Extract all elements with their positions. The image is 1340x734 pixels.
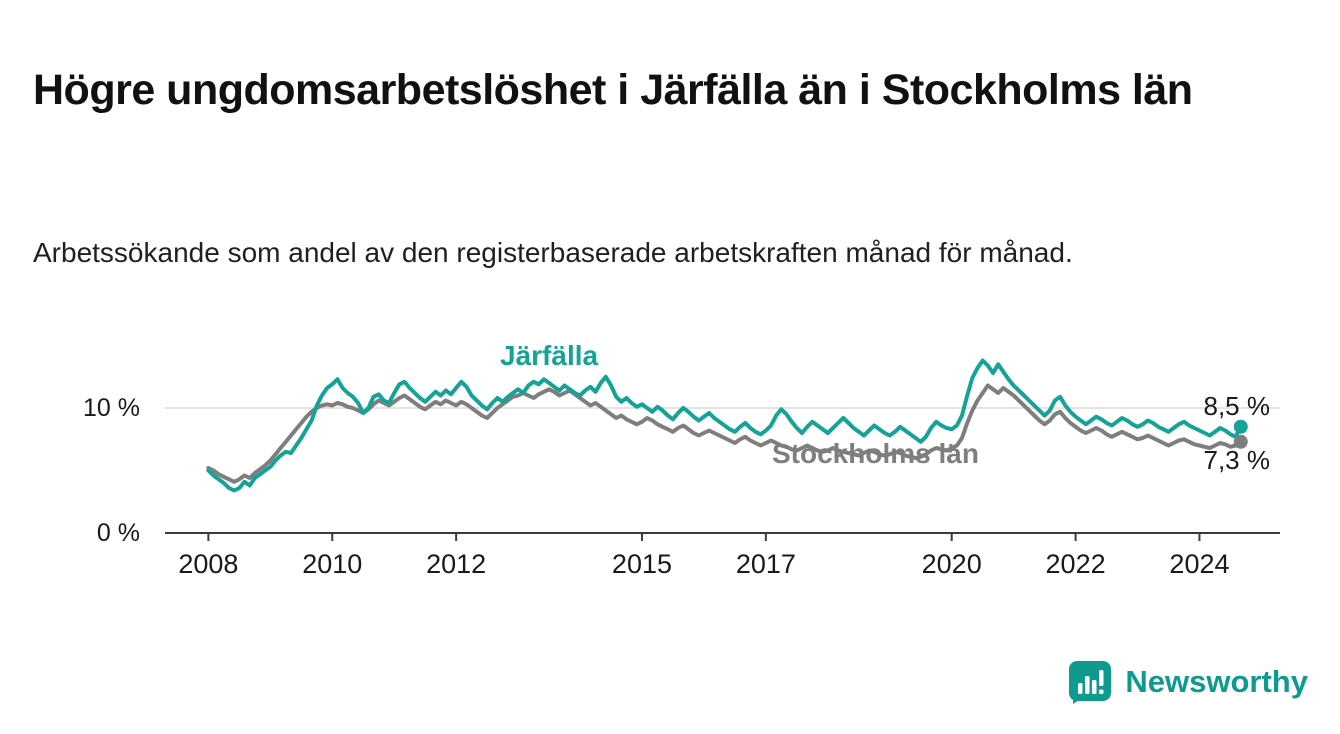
x-axis-tick-label: 2020	[922, 549, 982, 579]
series-line-j-rf-lla	[206, 358, 1243, 493]
series-label-stockholms-lan: Stockholms län	[772, 438, 979, 469]
chart-subtitle: Arbetssökande som andel av den registerb…	[33, 237, 1073, 268]
end-point-dot-stockholms-l-n	[1233, 434, 1248, 449]
bar-chart-badge-icon	[1069, 661, 1112, 704]
x-axis-tick-label: 2008	[178, 549, 238, 579]
x-axis-tick-label: 2022	[1046, 549, 1106, 579]
line-chart: 2008 2010 2012 2015 2017 2020 2022 2024	[165, 358, 1280, 579]
page-title: Högre ungdomsarbetslöshet i Järfälla än …	[33, 65, 1193, 114]
end-value-label-jarfalla: 8,5 %	[1203, 391, 1271, 421]
end-value-label-stockholms-lan: 7,3 %	[1203, 445, 1271, 475]
y-axis-tick-label-10: 10 %	[83, 394, 140, 422]
newsworthy-logo[interactable]: Newsworthy	[1067, 658, 1308, 706]
series-label-jarfalla: Järfälla	[500, 340, 599, 371]
end-point-dot-j-rf-lla	[1233, 419, 1248, 434]
newsworthy-logo-text: Newsworthy	[1125, 664, 1308, 699]
x-axis-tick-label: 2015	[612, 549, 672, 579]
x-axis-tick-label: 2010	[302, 549, 362, 579]
y-axis-tick-label-0: 0 %	[96, 519, 140, 547]
x-axis-tick-label: 2017	[736, 549, 796, 579]
series-line-stockholms-l-n	[206, 383, 1243, 484]
x-axis-tick-label: 2024	[1169, 549, 1229, 579]
x-axis-tick-label: 2012	[426, 549, 486, 579]
